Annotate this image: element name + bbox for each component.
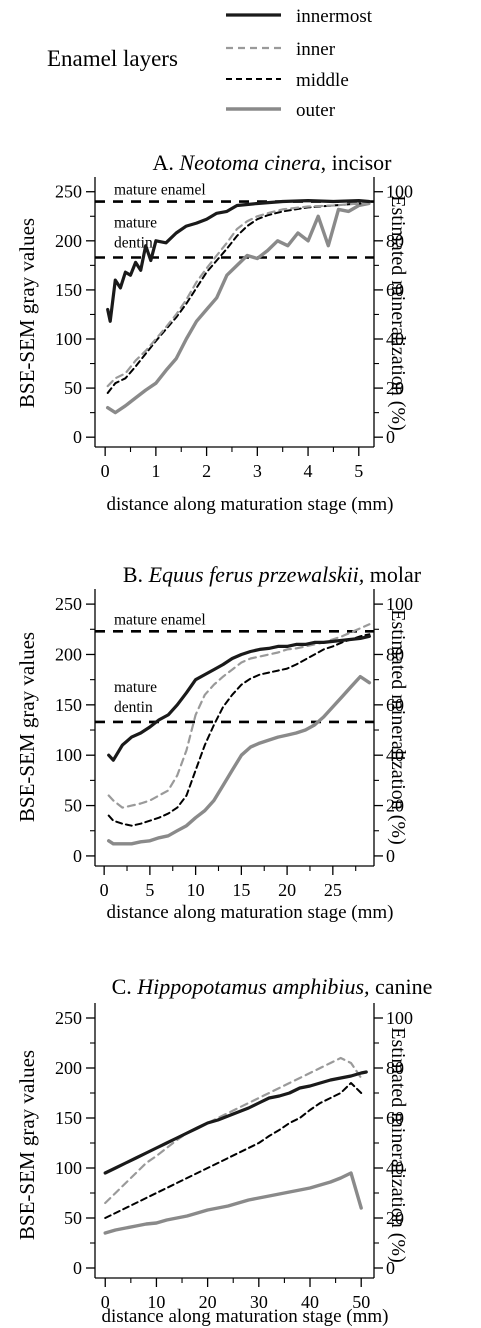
panel-c-y2-tick-label: 80 <box>386 1058 404 1078</box>
panel-a-y-axis-label: BSE-SEM gray values <box>15 218 39 408</box>
panel-b-ref-label-0: mature enamel <box>114 611 206 628</box>
panel-a-x-axis-label: distance along maturation stage (mm) <box>106 494 393 515</box>
panel-b-y2-tick-label: 20 <box>386 796 404 816</box>
panel-b-x-tick-label: 10 <box>187 880 205 900</box>
panel-c-series-innermost <box>103 1070 368 1175</box>
panel-a-series-middle <box>106 202 370 394</box>
panel-b-x-tick-label: 15 <box>232 880 250 900</box>
panel-b-x-tick-label: 5 <box>145 880 154 900</box>
panel-a-y-tick-label: 250 <box>55 182 82 202</box>
chart-panel-c: C. Hippopotamus amphibius, canine BSE-SE… <box>15 974 432 1327</box>
panel-b-series-innermost <box>107 634 371 762</box>
panel-a-x-tick-label: 3 <box>253 461 262 481</box>
panel-c-x-tick-label: 10 <box>147 1292 165 1312</box>
panel-c-y2-tick-label: 100 <box>386 1008 413 1028</box>
panel-b-ref-label-1: dentin <box>114 699 153 716</box>
panel-b-y2-tick-label: 0 <box>386 846 395 866</box>
panel-b-y2-tick-label: 80 <box>386 644 404 664</box>
panel-a-series-outer <box>106 201 371 415</box>
panel-b-y-tick-label: 150 <box>55 695 82 715</box>
panel-b-x-tick-label: 25 <box>324 880 342 900</box>
panel-b-x-tick-label: 20 <box>278 880 296 900</box>
panel-a-y-tick-label: 0 <box>73 427 82 447</box>
panel-b-y-tick-label: 50 <box>64 796 82 816</box>
panel-b-y-tick-label: 0 <box>73 846 82 866</box>
panel-a-ref-label-0: mature enamel <box>114 182 206 199</box>
panel-b-ref-label-1: mature <box>114 679 157 696</box>
panel-b-series-middle <box>107 633 371 827</box>
panel-a-y2-tick-label: 80 <box>386 231 404 251</box>
panel-a-ref-label-1: dentin <box>114 235 153 252</box>
panel-c-y-tick-label: 0 <box>73 1258 82 1278</box>
panel-a-y-tick-label: 50 <box>64 378 82 398</box>
panel-c-series-middle <box>104 1082 363 1219</box>
chart-panel-b: B. Equus ferus przewalskii, molar BSE-SE… <box>15 562 422 923</box>
panel-c-x-tick-label: 30 <box>250 1292 268 1312</box>
panel-b-y-axis-label: BSE-SEM gray values <box>15 632 39 822</box>
panel-c-y2-tick-label: 40 <box>386 1158 404 1178</box>
panel-c-x-tick-label: 40 <box>301 1292 319 1312</box>
legend-label-outer: outer <box>296 100 336 121</box>
panel-a-x-tick-label: 2 <box>202 461 211 481</box>
legend-label-inner: inner <box>296 39 336 60</box>
panel-c-title: C. Hippopotamus amphibius, canine <box>112 974 433 999</box>
panel-b-title: B. Equus ferus przewalskii, molar <box>123 562 422 587</box>
panel-c-y2-tick-label: 0 <box>386 1258 395 1278</box>
panel-c-y-axis-label: BSE-SEM gray values <box>15 1050 39 1240</box>
legend-label-innermost: innermost <box>296 6 373 27</box>
panel-a-y-tick-label: 200 <box>55 231 82 251</box>
panel-b-y2-tick-label: 40 <box>386 745 404 765</box>
panel-c-y-tick-label: 200 <box>55 1058 82 1078</box>
panel-c-y-tick-label: 150 <box>55 1108 82 1128</box>
panel-b-y-tick-label: 250 <box>55 594 82 614</box>
panel-a-series-inner <box>106 202 370 388</box>
panel-b-y-tick-label: 200 <box>55 644 82 664</box>
panel-a-y2-axis-label: Estimated mineralization (%) <box>387 195 409 430</box>
panel-c-x-tick-label: 20 <box>199 1292 217 1312</box>
panel-b-x-tick-label: 0 <box>100 880 109 900</box>
panel-a-y2-tick-label: 0 <box>386 427 395 447</box>
panel-a-series-innermost <box>106 199 371 323</box>
panel-c-x-tick-label: 50 <box>352 1292 370 1312</box>
legend-title: Enamel layers <box>47 46 178 71</box>
panel-a-x-tick-label: 4 <box>304 461 313 481</box>
panel-a-x-tick-label: 0 <box>101 461 110 481</box>
panel-a-y2-tick-label: 40 <box>386 329 404 349</box>
panel-c-x-axis-label: distance along maturation stage (mm) <box>101 1306 388 1327</box>
panel-a-x-tick-label: 1 <box>151 461 160 481</box>
panel-a-y2-tick-label: 60 <box>386 280 404 300</box>
panel-b-y2-tick-label: 60 <box>386 695 404 715</box>
panel-a-y2-tick-label: 20 <box>386 378 404 398</box>
chart-panel-a: A. Neotoma cinera, incisor BSE-SEM gray … <box>15 150 413 515</box>
panel-c-y2-tick-label: 60 <box>386 1108 404 1128</box>
panel-c-y-tick-label: 100 <box>55 1158 82 1178</box>
panel-c-y2-tick-label: 20 <box>386 1208 404 1228</box>
panel-a-y-tick-label: 100 <box>55 329 82 349</box>
panel-a-y2-tick-label: 100 <box>386 182 413 202</box>
panel-c-x-tick-label: 0 <box>101 1292 110 1312</box>
panel-c-series-outer <box>103 1171 363 1235</box>
legend-label-middle: middle <box>296 70 349 91</box>
panel-c-series-inner <box>104 1056 363 1205</box>
panel-b-x-axis-label: distance along maturation stage (mm) <box>106 902 393 923</box>
panel-a-y-tick-label: 150 <box>55 280 82 300</box>
panel-b-y2-tick-label: 100 <box>386 594 413 614</box>
panel-a-ref-label-1: mature <box>114 215 157 232</box>
panel-c-y-tick-label: 50 <box>64 1208 82 1228</box>
panel-c-y-tick-label: 250 <box>55 1008 82 1028</box>
panel-c-y2-axis-label: Estimated mineralization (%) <box>387 1027 409 1262</box>
panel-a-title: A. Neotoma cinera, incisor <box>153 150 393 175</box>
panel-b-series-outer <box>107 674 372 846</box>
panel-b-y2-axis-label: Estimated mineralization (%) <box>387 609 409 844</box>
panel-a-x-tick-label: 5 <box>354 461 363 481</box>
panel-b-y-tick-label: 100 <box>55 745 82 765</box>
legend: Enamel layers innermost inner middle out… <box>47 6 373 121</box>
